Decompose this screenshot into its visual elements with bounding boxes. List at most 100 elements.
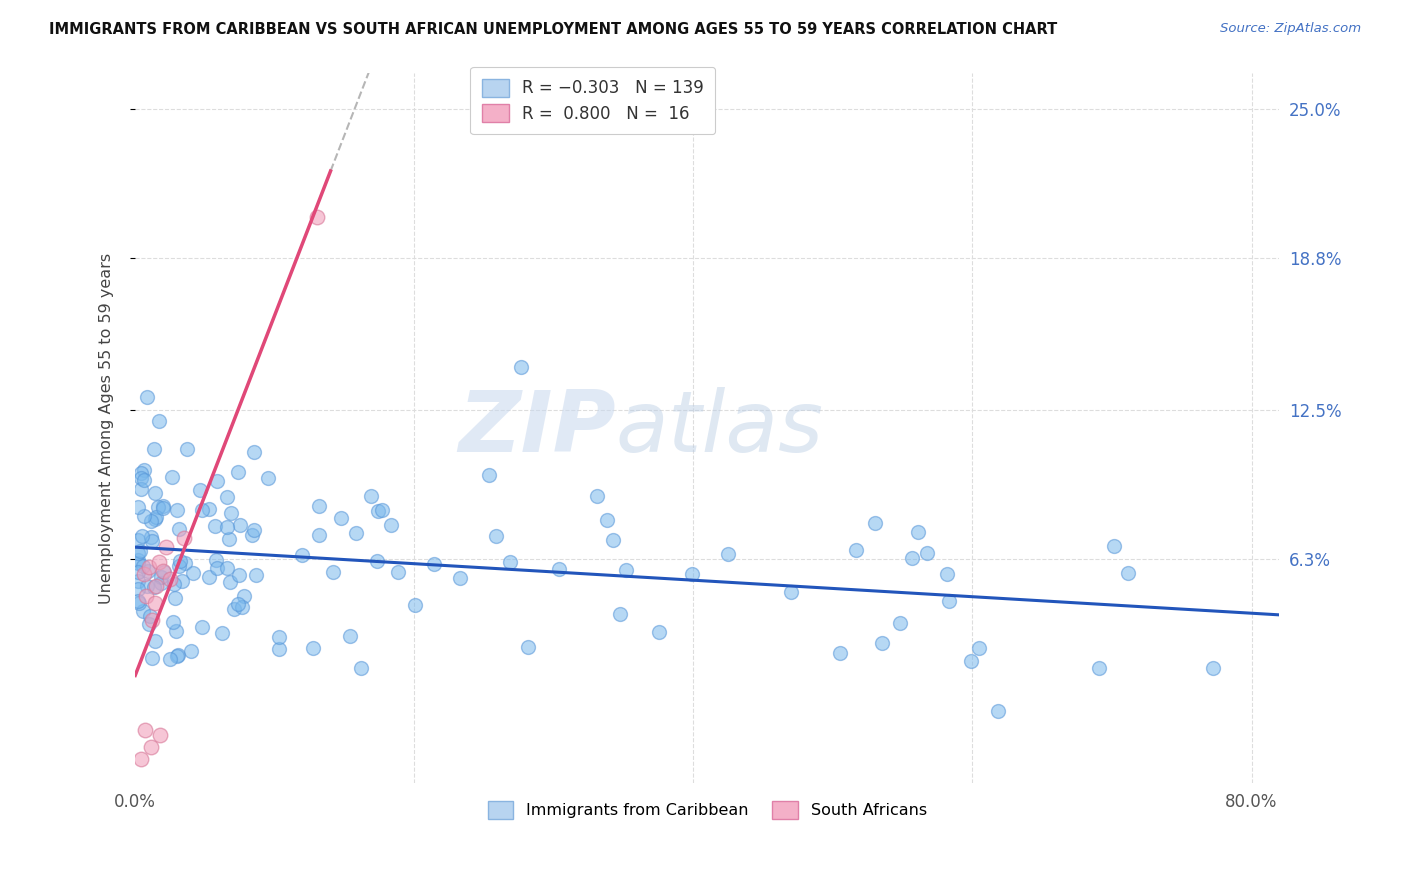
Point xyxy=(129,470,152,484)
Point xyxy=(404,599,426,613)
Point xyxy=(149,728,172,742)
Point xyxy=(987,704,1010,718)
Point xyxy=(180,644,202,658)
Point xyxy=(181,566,204,581)
Point xyxy=(129,752,152,766)
Point xyxy=(138,616,160,631)
Point xyxy=(387,565,409,579)
Point xyxy=(190,502,212,516)
Point xyxy=(602,533,624,547)
Point xyxy=(169,522,191,536)
Point xyxy=(681,566,703,581)
Point xyxy=(127,556,149,570)
Point xyxy=(226,598,249,612)
Point xyxy=(308,528,330,542)
Point xyxy=(152,565,174,579)
Point xyxy=(269,630,291,644)
Point xyxy=(779,584,801,599)
Point xyxy=(548,562,571,576)
Point xyxy=(160,470,183,484)
Point xyxy=(163,577,186,591)
Point xyxy=(215,490,238,504)
Point xyxy=(291,548,314,562)
Point xyxy=(148,414,170,428)
Legend: Immigrants from Caribbean, South Africans: Immigrants from Caribbean, South African… xyxy=(481,795,934,825)
Point xyxy=(302,640,325,655)
Point xyxy=(242,527,264,541)
Point xyxy=(127,582,149,597)
Point xyxy=(595,513,617,527)
Point xyxy=(845,542,868,557)
Point xyxy=(159,572,181,586)
Point xyxy=(165,624,187,639)
Point xyxy=(166,648,188,662)
Point xyxy=(152,565,174,579)
Point xyxy=(215,561,238,575)
Point xyxy=(322,565,344,579)
Point xyxy=(141,613,163,627)
Point xyxy=(173,531,195,545)
Point xyxy=(499,555,522,569)
Point xyxy=(148,500,170,514)
Point xyxy=(360,489,382,503)
Point xyxy=(136,579,159,593)
Point xyxy=(131,529,153,543)
Point xyxy=(152,499,174,513)
Point xyxy=(131,604,153,618)
Point xyxy=(145,633,167,648)
Point xyxy=(136,391,159,405)
Point xyxy=(423,557,446,571)
Y-axis label: Unemployment Among Ages 55 to 59 years: Unemployment Among Ages 55 to 59 years xyxy=(100,252,114,604)
Point xyxy=(127,565,149,579)
Point xyxy=(1118,566,1140,580)
Point xyxy=(169,554,191,568)
Point xyxy=(149,576,172,591)
Point xyxy=(872,635,894,649)
Point xyxy=(1202,661,1225,675)
Point xyxy=(163,591,186,605)
Point xyxy=(141,533,163,548)
Text: Source: ZipAtlas.com: Source: ZipAtlas.com xyxy=(1220,22,1361,36)
Point xyxy=(166,502,188,516)
Point xyxy=(127,574,149,588)
Point xyxy=(145,510,167,524)
Text: ZIP: ZIP xyxy=(458,387,616,470)
Point xyxy=(139,530,162,544)
Point xyxy=(478,468,501,483)
Point xyxy=(226,465,249,479)
Point xyxy=(215,520,238,534)
Point xyxy=(609,607,631,622)
Point xyxy=(150,570,173,584)
Point xyxy=(305,211,328,225)
Point xyxy=(135,589,157,603)
Point xyxy=(129,482,152,496)
Point xyxy=(132,509,155,524)
Point xyxy=(367,504,389,518)
Point xyxy=(143,486,166,500)
Point xyxy=(233,590,256,604)
Point xyxy=(143,596,166,610)
Point xyxy=(139,609,162,624)
Point xyxy=(134,723,156,738)
Point xyxy=(370,503,392,517)
Point xyxy=(152,500,174,515)
Point xyxy=(132,558,155,573)
Point xyxy=(245,567,267,582)
Point xyxy=(380,518,402,533)
Point xyxy=(366,554,388,568)
Point xyxy=(648,625,671,640)
Point xyxy=(256,471,278,485)
Point xyxy=(141,651,163,665)
Point xyxy=(170,574,193,588)
Point xyxy=(211,625,233,640)
Point xyxy=(242,523,264,537)
Point xyxy=(510,359,533,374)
Point xyxy=(162,615,184,629)
Point xyxy=(485,529,508,543)
Point xyxy=(142,581,165,595)
Point xyxy=(959,654,981,668)
Point xyxy=(127,533,149,547)
Point xyxy=(167,559,190,574)
Point xyxy=(176,442,198,457)
Point xyxy=(339,628,361,642)
